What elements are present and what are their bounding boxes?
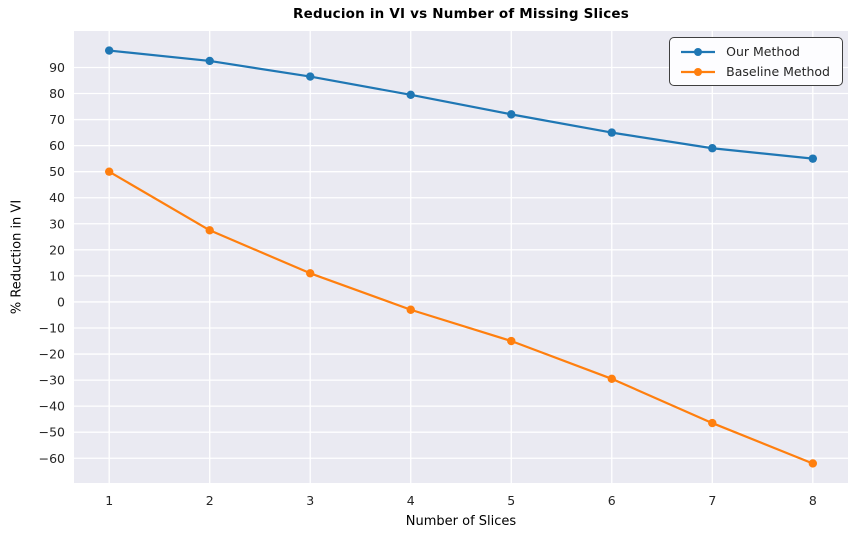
data-point-baseline-method xyxy=(306,269,315,278)
x-tick-label: 2 xyxy=(206,493,214,508)
x-tick-label: 6 xyxy=(608,493,616,508)
data-point-our-method xyxy=(507,110,516,119)
y-tick-label: −40 xyxy=(39,399,65,414)
legend-label-baseline-method: Baseline Method xyxy=(726,64,830,79)
data-point-our-method xyxy=(306,72,315,81)
y-tick-label: 10 xyxy=(49,268,65,283)
x-tick-label: 3 xyxy=(306,493,314,508)
legend-line-our-method-icon xyxy=(681,47,716,56)
data-point-baseline-method xyxy=(507,336,516,346)
y-tick-label: 0 xyxy=(57,294,65,309)
plot-background xyxy=(74,31,848,483)
data-point-our-method xyxy=(708,144,717,153)
y-tick-label: 90 xyxy=(49,60,65,75)
data-point-our-method xyxy=(406,90,415,100)
x-axis-label: Number of Slices xyxy=(405,514,517,529)
y-tick-label: 30 xyxy=(49,216,65,231)
data-point-baseline-method xyxy=(708,418,717,428)
y-tick-label: −10 xyxy=(39,320,65,335)
x-tick-label: 4 xyxy=(407,493,415,508)
grid xyxy=(74,31,848,483)
data-point-baseline-method xyxy=(406,305,415,314)
data-point-baseline-method xyxy=(808,459,818,468)
y-tick-label: 60 xyxy=(49,138,65,153)
legend-item-our-method: Our Method xyxy=(679,44,830,59)
y-tick-label: −50 xyxy=(39,425,65,440)
y-tick-label: −20 xyxy=(39,347,65,362)
y-tick-label: 40 xyxy=(49,190,65,205)
data-point-baseline-method xyxy=(607,374,616,383)
y-tick-label: −60 xyxy=(39,451,65,466)
y-tick-label: 20 xyxy=(49,242,65,257)
chart-title: Reducion in VI vs Number of Missing Slic… xyxy=(293,6,629,22)
legend-label-our-method: Our Method xyxy=(726,44,800,59)
x-tick-label: 7 xyxy=(708,493,716,508)
x-tick-label: 1 xyxy=(105,493,113,508)
y-tick-label: 70 xyxy=(49,112,65,127)
series-baseline-method xyxy=(104,167,818,468)
x-tick-labels: 1 2 3 4 5 6 7 8 xyxy=(105,493,817,508)
data-point-our-method xyxy=(808,154,818,163)
y-tick-label: 80 xyxy=(49,86,65,101)
series-line-baseline-method xyxy=(108,170,814,465)
y-tick-label: −30 xyxy=(39,373,65,388)
legend-item-baseline-method: Baseline Method xyxy=(679,64,830,79)
series-line-our-method xyxy=(109,49,813,160)
legend-line-baseline-method-icon xyxy=(681,67,716,76)
data-point-our-method xyxy=(205,56,214,66)
data-point-our-method xyxy=(104,46,114,55)
y-tick-label: 50 xyxy=(49,164,65,179)
x-tick-label: 5 xyxy=(507,493,515,508)
y-tick-labels: 90 80 70 60 50 40 30 20 10 0 −10 −20 −30 −40 −50 −60 xyxy=(39,60,65,466)
x-tick-label: 8 xyxy=(809,493,817,508)
data-point-baseline-method xyxy=(205,226,214,235)
data-point-our-method xyxy=(607,128,616,137)
series-our-method xyxy=(104,46,818,163)
data-point-baseline-method xyxy=(104,167,114,176)
legend: Our Method Baseline Method xyxy=(669,37,843,86)
